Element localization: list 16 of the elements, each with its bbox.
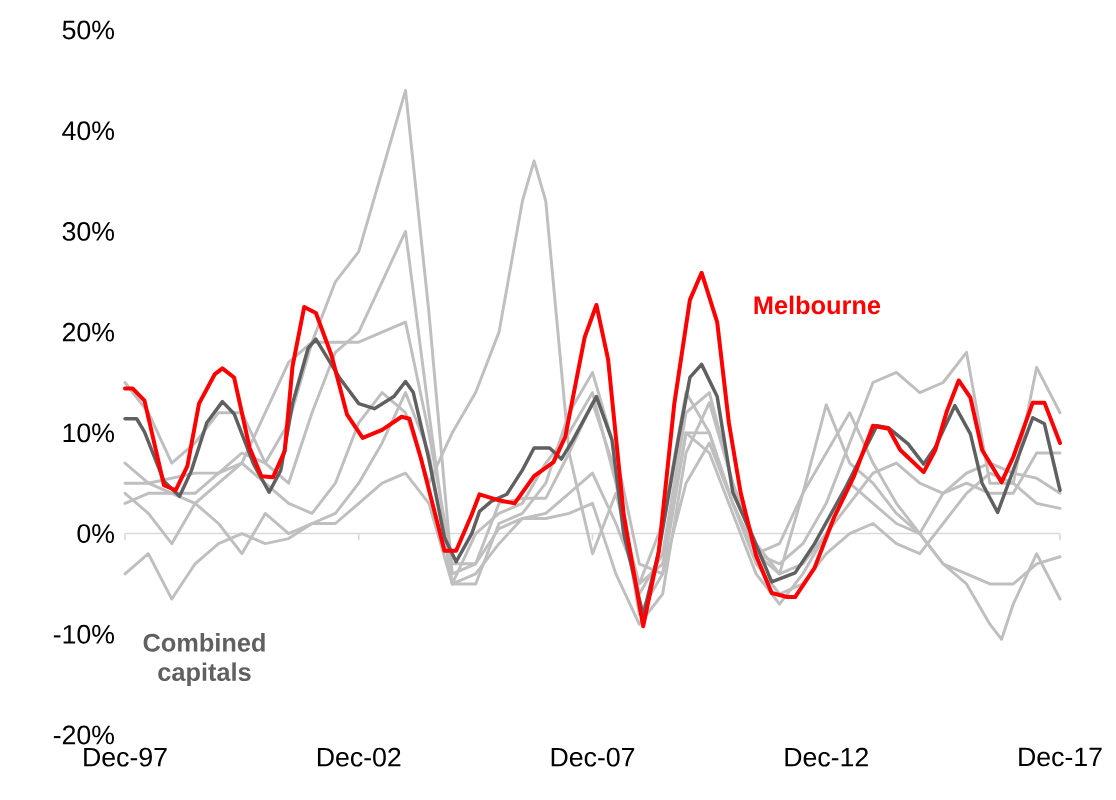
x-tick-label: Dec-07 bbox=[551, 747, 635, 767]
x-tick-label: Dec-12 bbox=[785, 747, 868, 767]
y-tick-label: 10% bbox=[63, 423, 114, 443]
x-tick-label: Dec-02 bbox=[317, 747, 401, 767]
y-tick-label: 0% bbox=[77, 524, 114, 543]
x-tick-label: Dec-97 bbox=[84, 747, 167, 767]
y-tick-label: -10% bbox=[53, 624, 114, 644]
y-tick-label: 50% bbox=[62, 20, 114, 40]
series-label: Melbourne bbox=[754, 295, 881, 315]
y-tick-label: 30% bbox=[62, 221, 114, 241]
text: Combined capitals bbox=[143, 633, 265, 687]
y-tick-label: -20% bbox=[53, 725, 114, 745]
y-tick-label: 40% bbox=[62, 121, 114, 141]
x-tick-label: Dec-17 bbox=[1019, 747, 1102, 767]
y-tick-label: 20% bbox=[62, 322, 114, 342]
line-series bbox=[123, 270, 1063, 629]
